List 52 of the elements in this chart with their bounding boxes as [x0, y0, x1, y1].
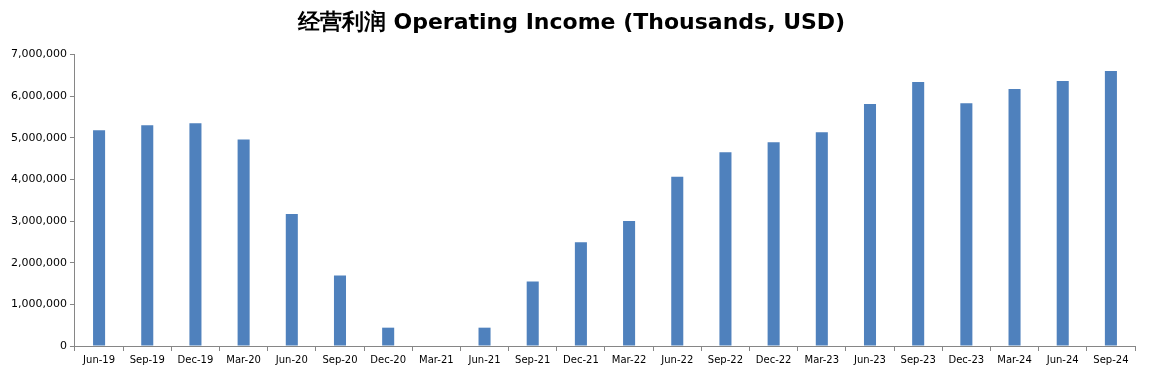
bar: [623, 221, 636, 346]
bar: [719, 152, 732, 346]
bar: [526, 281, 539, 346]
y-tick-label: 3,000,000: [11, 213, 67, 227]
x-tick-label: Mar-22: [611, 353, 647, 365]
x-tick-label: Jun-19: [82, 353, 116, 365]
x-tick-label: Sep-21: [515, 353, 551, 365]
chart-title: 经营利润 Operating Income (Thousands, USD): [296, 8, 846, 34]
bar: [189, 123, 202, 346]
bar: [478, 327, 491, 346]
x-tick-label: Jun-22: [660, 353, 694, 365]
x-tick-label: Sep-23: [900, 353, 936, 365]
bar: [93, 130, 106, 346]
x-tick-label: Mar-24: [997, 353, 1032, 365]
y-tick-label: 6,000,000: [11, 88, 67, 102]
bar: [863, 103, 877, 346]
x-tick-label: Dec-20: [370, 353, 407, 365]
y-tick-label: 4,000,000: [11, 172, 67, 186]
y-tick-label: 5,000,000: [11, 130, 67, 144]
x-tick-label: Mar-23: [804, 353, 840, 365]
bar: [671, 176, 684, 346]
bar: [1008, 88, 1021, 346]
x-tick-label: Dec-21: [563, 353, 599, 365]
x-tick-label: Jun-24: [1045, 353, 1079, 365]
bar: [141, 125, 154, 346]
bar: [960, 103, 973, 346]
bar: [912, 81, 925, 346]
x-tick-label: Dec-23: [948, 353, 985, 365]
bar: [767, 142, 780, 346]
x-tick-label: Sep-22: [707, 353, 744, 365]
y-tick-label: 0: [59, 338, 67, 352]
x-tick-label: Sep-20: [322, 353, 358, 365]
x-tick-label: Dec-19: [177, 353, 214, 365]
bar: [237, 139, 250, 346]
x-tick-label: Jun-23: [853, 353, 886, 365]
y-tick-label: 1,000,000: [11, 297, 67, 311]
bar: [1056, 81, 1069, 346]
x-tick-label: Dec-22: [755, 353, 792, 365]
bar: [382, 327, 395, 346]
x-tick-label: Sep-19: [129, 353, 165, 365]
x-tick-label: Jun-20: [274, 353, 308, 365]
x-tick-label: Sep-24: [1093, 353, 1129, 365]
bar: [1104, 71, 1117, 346]
bar: [574, 242, 587, 346]
y-tick-label: 7,000,000: [11, 47, 67, 61]
y-tick-label: 2,000,000: [11, 255, 67, 269]
x-tick-label: Mar-20: [226, 353, 261, 365]
bar: [815, 132, 828, 346]
x-tick-label: Jun-21: [467, 353, 501, 365]
bar: [285, 213, 298, 346]
x-tick-label: Mar-21: [419, 353, 454, 365]
bar: [333, 275, 347, 346]
